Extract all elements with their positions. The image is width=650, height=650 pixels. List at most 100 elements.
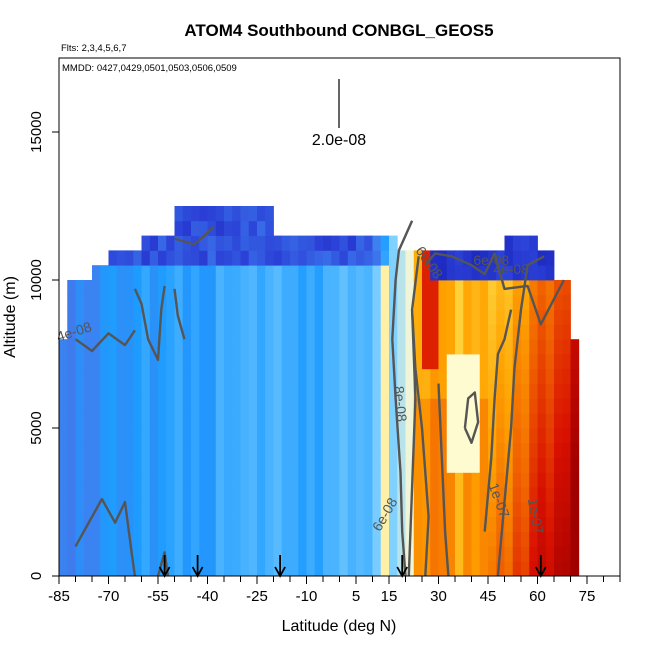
heat-cell [455, 368, 464, 384]
heat-cell [182, 206, 192, 222]
heat-cell [380, 339, 390, 355]
heat-cell [257, 235, 266, 251]
heat-cell [479, 457, 489, 473]
heat-cell [389, 487, 398, 503]
heat-cell [125, 457, 134, 473]
heat-cell [339, 516, 349, 532]
heat-cell [545, 324, 555, 340]
heat-cell [232, 265, 241, 281]
heat-cell [116, 531, 126, 547]
heat-cell [314, 428, 324, 444]
heat-cell [339, 546, 349, 562]
heat-cell [455, 413, 464, 429]
heat-cell [75, 502, 85, 518]
heat-cell [463, 354, 472, 370]
heat-cell [240, 235, 250, 251]
flight-arrow-head [396, 566, 408, 578]
heat-cell [108, 324, 118, 340]
heat-cell [273, 487, 283, 503]
heat-cell [257, 354, 266, 370]
heat-cell [496, 324, 505, 340]
heat-cell [504, 324, 514, 340]
heat-cell [182, 368, 192, 384]
heat-cell [488, 265, 497, 281]
heat-cell [182, 250, 192, 266]
y-tick-label: 10000 [28, 259, 45, 301]
heat-cell [446, 280, 456, 296]
heat-cell [116, 546, 126, 562]
heat-cell [537, 354, 547, 370]
heat-cell [364, 280, 373, 296]
heat-cell [215, 324, 225, 340]
heat-cell [125, 561, 134, 576]
heat-cell [537, 413, 547, 429]
heat-cell [372, 442, 382, 458]
heat-cell [463, 413, 472, 429]
heat-cell [430, 413, 439, 429]
heat-cell [554, 546, 563, 562]
heat-cell [471, 442, 481, 458]
heat-cell [116, 354, 126, 370]
heat-cell [488, 502, 497, 518]
heat-cell [215, 413, 225, 429]
heat-cell [554, 502, 563, 518]
heat-cell [314, 413, 324, 429]
heat-cell [248, 413, 258, 429]
heat-cell [224, 354, 233, 370]
heat-cell [463, 457, 472, 473]
heat-cell [438, 265, 448, 281]
heat-cell [314, 235, 324, 251]
heat-cell [389, 502, 398, 518]
contour-line [483, 309, 513, 532]
heat-cell [224, 206, 233, 222]
heat-cell [570, 546, 580, 562]
heat-cell [273, 457, 283, 473]
heat-cell [257, 294, 266, 310]
heat-cell [372, 428, 382, 444]
heat-cell [59, 472, 68, 488]
heat-cell [397, 368, 406, 384]
heat-cell [290, 413, 299, 429]
heat-cell [455, 294, 464, 310]
heat-cell [257, 383, 266, 399]
heat-cell [323, 546, 332, 562]
heat-cell [215, 339, 225, 355]
heat-cell [430, 546, 439, 562]
heat-cell [108, 487, 118, 503]
heat-cell [314, 383, 324, 399]
heat-cell [83, 546, 93, 562]
heat-cell [463, 502, 472, 518]
heat-cell [331, 339, 340, 355]
heat-cell [224, 457, 233, 473]
heat-cell [380, 428, 390, 444]
heat-cell [372, 531, 382, 547]
heat-cell [174, 383, 184, 399]
heat-cell [174, 502, 184, 518]
heat-cell [339, 280, 349, 296]
heat-cell [290, 280, 299, 296]
heat-cell [141, 413, 151, 429]
heat-cell [273, 413, 283, 429]
heat-cell [463, 531, 472, 547]
heat-cell [479, 368, 489, 384]
heat-cell [430, 561, 439, 576]
heat-cell [166, 442, 175, 458]
heat-cell [166, 398, 175, 414]
heat-cell [166, 413, 175, 429]
heat-cell [314, 442, 324, 458]
heat-cell [133, 368, 142, 384]
heat-cell [215, 502, 225, 518]
heat-cell [364, 383, 373, 399]
heat-cell [116, 339, 126, 355]
heat-cell [397, 398, 406, 414]
heat-cell [67, 294, 76, 310]
heat-cell [149, 502, 159, 518]
heat-cell [100, 324, 109, 340]
heat-cell [306, 265, 316, 281]
heat-cell [199, 235, 208, 251]
heat-cell [281, 339, 291, 355]
heat-cell [125, 398, 134, 414]
heat-cell [455, 531, 464, 547]
heat-cell [133, 413, 142, 429]
heat-cell [356, 294, 365, 310]
